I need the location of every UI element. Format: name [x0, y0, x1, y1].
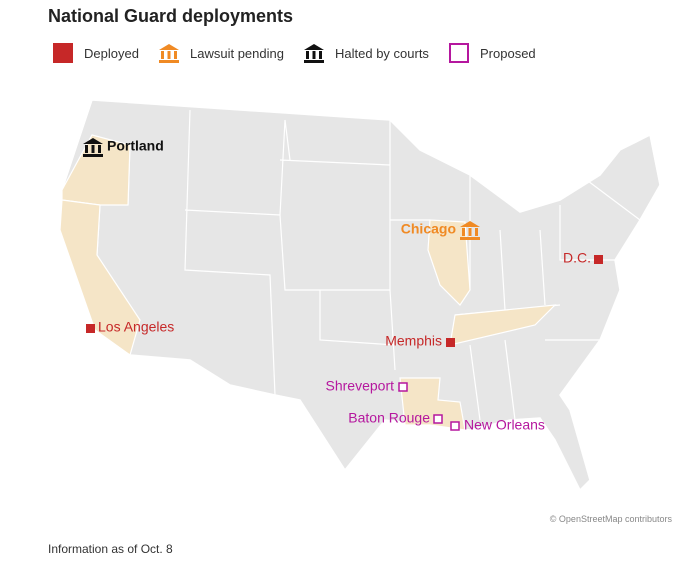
legend-icon	[304, 44, 324, 63]
proposed-marker	[450, 421, 460, 431]
city-label: Memphis	[385, 333, 442, 349]
city-label: D.C.	[563, 250, 591, 266]
city-label: New Orleans	[464, 417, 545, 433]
lawsuit-icon	[460, 221, 480, 240]
legend-item: Lawsuit pending	[158, 42, 284, 64]
legend-item: Proposed	[448, 42, 536, 64]
deployed-marker	[446, 338, 455, 347]
highlighted-states	[59, 134, 557, 431]
legend-item: Halted by courts	[303, 42, 429, 64]
proposed-marker	[398, 382, 408, 392]
city-label: Chicago	[401, 221, 456, 237]
legend-icon	[159, 44, 179, 63]
legend-label: Proposed	[480, 45, 536, 61]
footnote: Information as of Oct. 8	[48, 542, 173, 556]
deployed-marker	[86, 324, 95, 333]
legend-label: Lawsuit pending	[190, 45, 284, 61]
legend-swatch	[449, 43, 469, 63]
city-label: Baton Rouge	[348, 410, 430, 426]
deployed-marker	[594, 255, 603, 264]
halted-icon	[83, 138, 103, 157]
proposed-marker	[433, 414, 443, 424]
city-label: Portland	[107, 138, 164, 154]
city-label: Shreveport	[326, 378, 395, 394]
title: National Guard deployments	[48, 6, 294, 26]
legend-label: Deployed	[84, 45, 139, 61]
legend-label: Halted by courts	[335, 45, 429, 61]
legend-swatch	[53, 43, 73, 63]
map: Portland Chicago D.C. Los Angeles Memphi…	[59, 99, 661, 492]
legend-item: Deployed	[52, 42, 139, 64]
city-label: Los Angeles	[98, 319, 174, 335]
attribution: © OpenStreetMap contributors	[549, 514, 672, 524]
us-outline	[59, 99, 661, 492]
